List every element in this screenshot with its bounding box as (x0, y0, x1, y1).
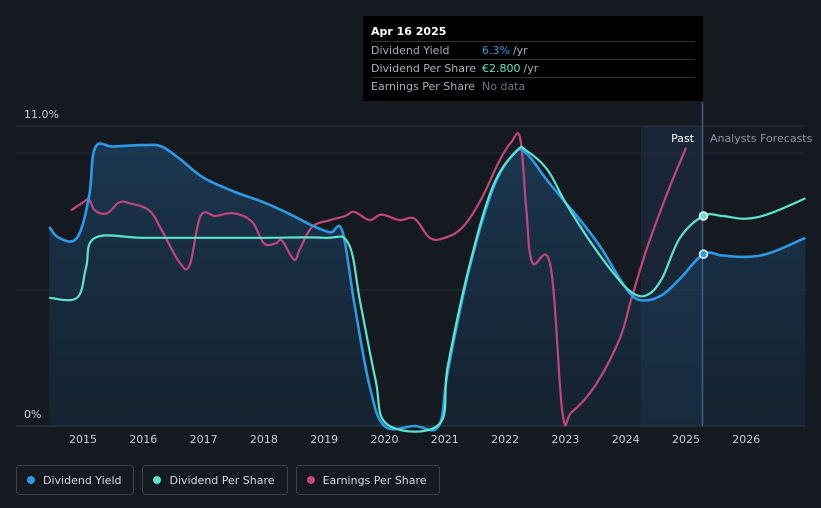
x-tick-label: 2021 (431, 433, 459, 446)
x-tick-label: 2023 (551, 433, 579, 446)
tooltip-value: No data (482, 80, 526, 93)
legend-dividend-yield[interactable]: Dividend Yield (16, 465, 135, 495)
x-tick-label: 2019 (310, 433, 338, 446)
tooltip-row-dividend-yield: Dividend Yield 6.3% /yr (371, 41, 695, 59)
tooltip-date: Apr 16 2025 (371, 25, 447, 38)
tooltip-row-dividend-per-share: Dividend Per Share €2.800 /yr (371, 59, 695, 77)
tooltip-unit: /yr (523, 62, 539, 75)
x-tick-label: 2017 (190, 433, 218, 446)
x-tick-label: 2018 (250, 433, 278, 446)
x-tick-label: 2025 (672, 433, 700, 446)
tooltip-label: Dividend Yield (371, 44, 450, 57)
dividend-yield-marker (698, 249, 709, 259)
tooltip-value: €2.800 (482, 62, 521, 75)
dividend-per-share-marker (698, 211, 709, 221)
legend-label: Dividend Yield (43, 473, 122, 487)
tooltip-row-earnings-per-share: Earnings Per Share No data (371, 77, 695, 95)
chart-legend: Dividend Yield Dividend Per Share Earnin… (16, 465, 440, 495)
x-tick-label: 2020 (371, 433, 399, 446)
legend-dividend-per-share[interactable]: Dividend Per Share (142, 465, 288, 495)
dividend-per-share-line (49, 145, 806, 433)
legend-dot-icon (153, 476, 162, 484)
tooltip-value: 6.3% (482, 44, 510, 57)
forecast-label: Analysts Forecasts (710, 132, 813, 145)
x-tick-label: 2022 (491, 433, 519, 446)
x-tick-label: 2016 (129, 433, 157, 446)
x-tick-label: 2024 (612, 433, 640, 446)
y-axis-min-label: 0% (24, 408, 41, 421)
legend-dot-icon (306, 476, 315, 484)
legend-label: Dividend Per Share (169, 473, 275, 487)
earnings-per-share-line (70, 132, 688, 427)
past-label: Past (671, 132, 695, 145)
tooltip-label: Earnings Per Share (371, 80, 476, 93)
x-axis-ticks: 2015 2016 2017 2018 2019 2020 2021 2022 2023 2024… (69, 433, 760, 446)
x-tick-label: 2026 (732, 433, 760, 446)
legend-label: Earnings Per Share (322, 473, 427, 487)
legend-dot-icon (27, 476, 35, 484)
x-tick-label: 2015 (69, 433, 97, 446)
dividend-chart: 11.0% 0% Past Analysts Forecasts 2015 201… (16, 102, 813, 446)
tooltip-unit: /yr (512, 44, 528, 57)
tooltip-label: Dividend Per Share (371, 62, 477, 75)
legend-earnings-per-share[interactable]: Earnings Per Share (295, 465, 440, 495)
y-axis-max-label: 11.0% (24, 108, 59, 121)
hover-tooltip: Apr 16 2025 Dividend Yield 6.3% /yr Divi… (363, 16, 703, 101)
